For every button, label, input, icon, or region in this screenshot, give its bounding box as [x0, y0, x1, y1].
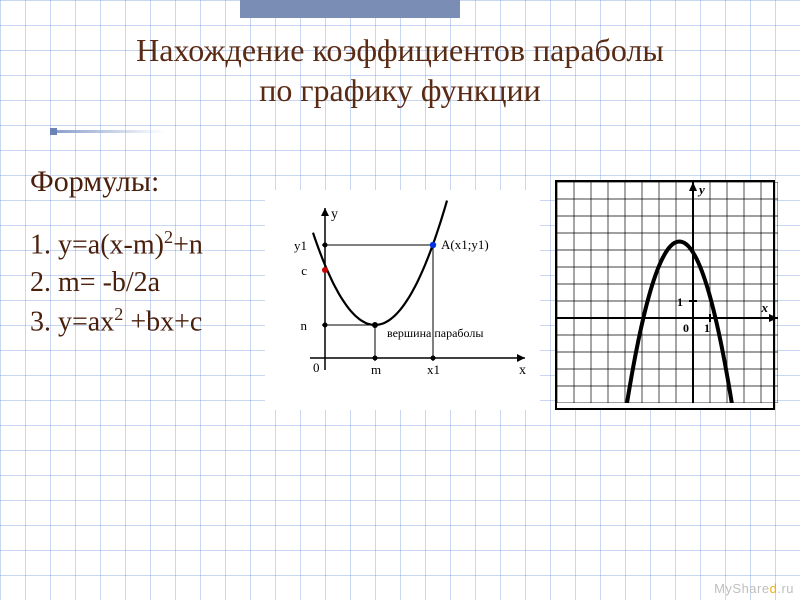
diagram-grid-parabola: yx011 [555, 180, 775, 410]
diagram-annotated-parabola: y x 0 m x1 n y1 c A(x1;y1) вершина параболы [265, 190, 540, 410]
formula-3: 3. y=ax2 +bx+c [30, 302, 203, 341]
formula-2: 2. m= -b/2a [30, 264, 203, 302]
title-underline [55, 130, 165, 133]
svg-text:0: 0 [313, 360, 320, 375]
svg-text:x: x [519, 363, 526, 378]
title-line-1: Нахождение коэффициентов параболы [136, 32, 664, 68]
svg-text:m: m [371, 362, 381, 377]
formulas-heading: Формулы: [30, 165, 159, 199]
svg-text:y: y [697, 182, 705, 197]
formula-1: 1. y=a(x-m)2+n [30, 225, 203, 264]
svg-text:x: x [761, 300, 769, 315]
diagram-2-svg: yx011 [557, 182, 778, 403]
svg-text:вершина параболы: вершина параболы [387, 326, 483, 340]
watermark-logo: MyShared.ru [714, 581, 794, 596]
svg-text:1: 1 [677, 295, 683, 309]
svg-text:0: 0 [683, 321, 689, 335]
svg-text:1: 1 [704, 321, 710, 335]
formula-list: 1. y=a(x-m)2+n 2. m= -b/2a 3. y=ax2 +bx+… [30, 225, 203, 341]
diagram-1-svg: y x 0 m x1 n y1 c A(x1;y1) вершина параболы [265, 190, 540, 410]
slide-title: Нахождение коэффициентов параболы по гра… [136, 30, 664, 110]
title-line-2: по графику функции [259, 72, 540, 108]
svg-text:y: y [331, 207, 338, 222]
svg-text:A(x1;y1): A(x1;y1) [441, 237, 489, 252]
svg-text:n: n [301, 318, 308, 333]
decorative-top-bar [240, 0, 460, 18]
svg-text:c: c [301, 263, 307, 278]
svg-text:y1: y1 [294, 238, 307, 253]
svg-text:x1: x1 [427, 362, 440, 377]
